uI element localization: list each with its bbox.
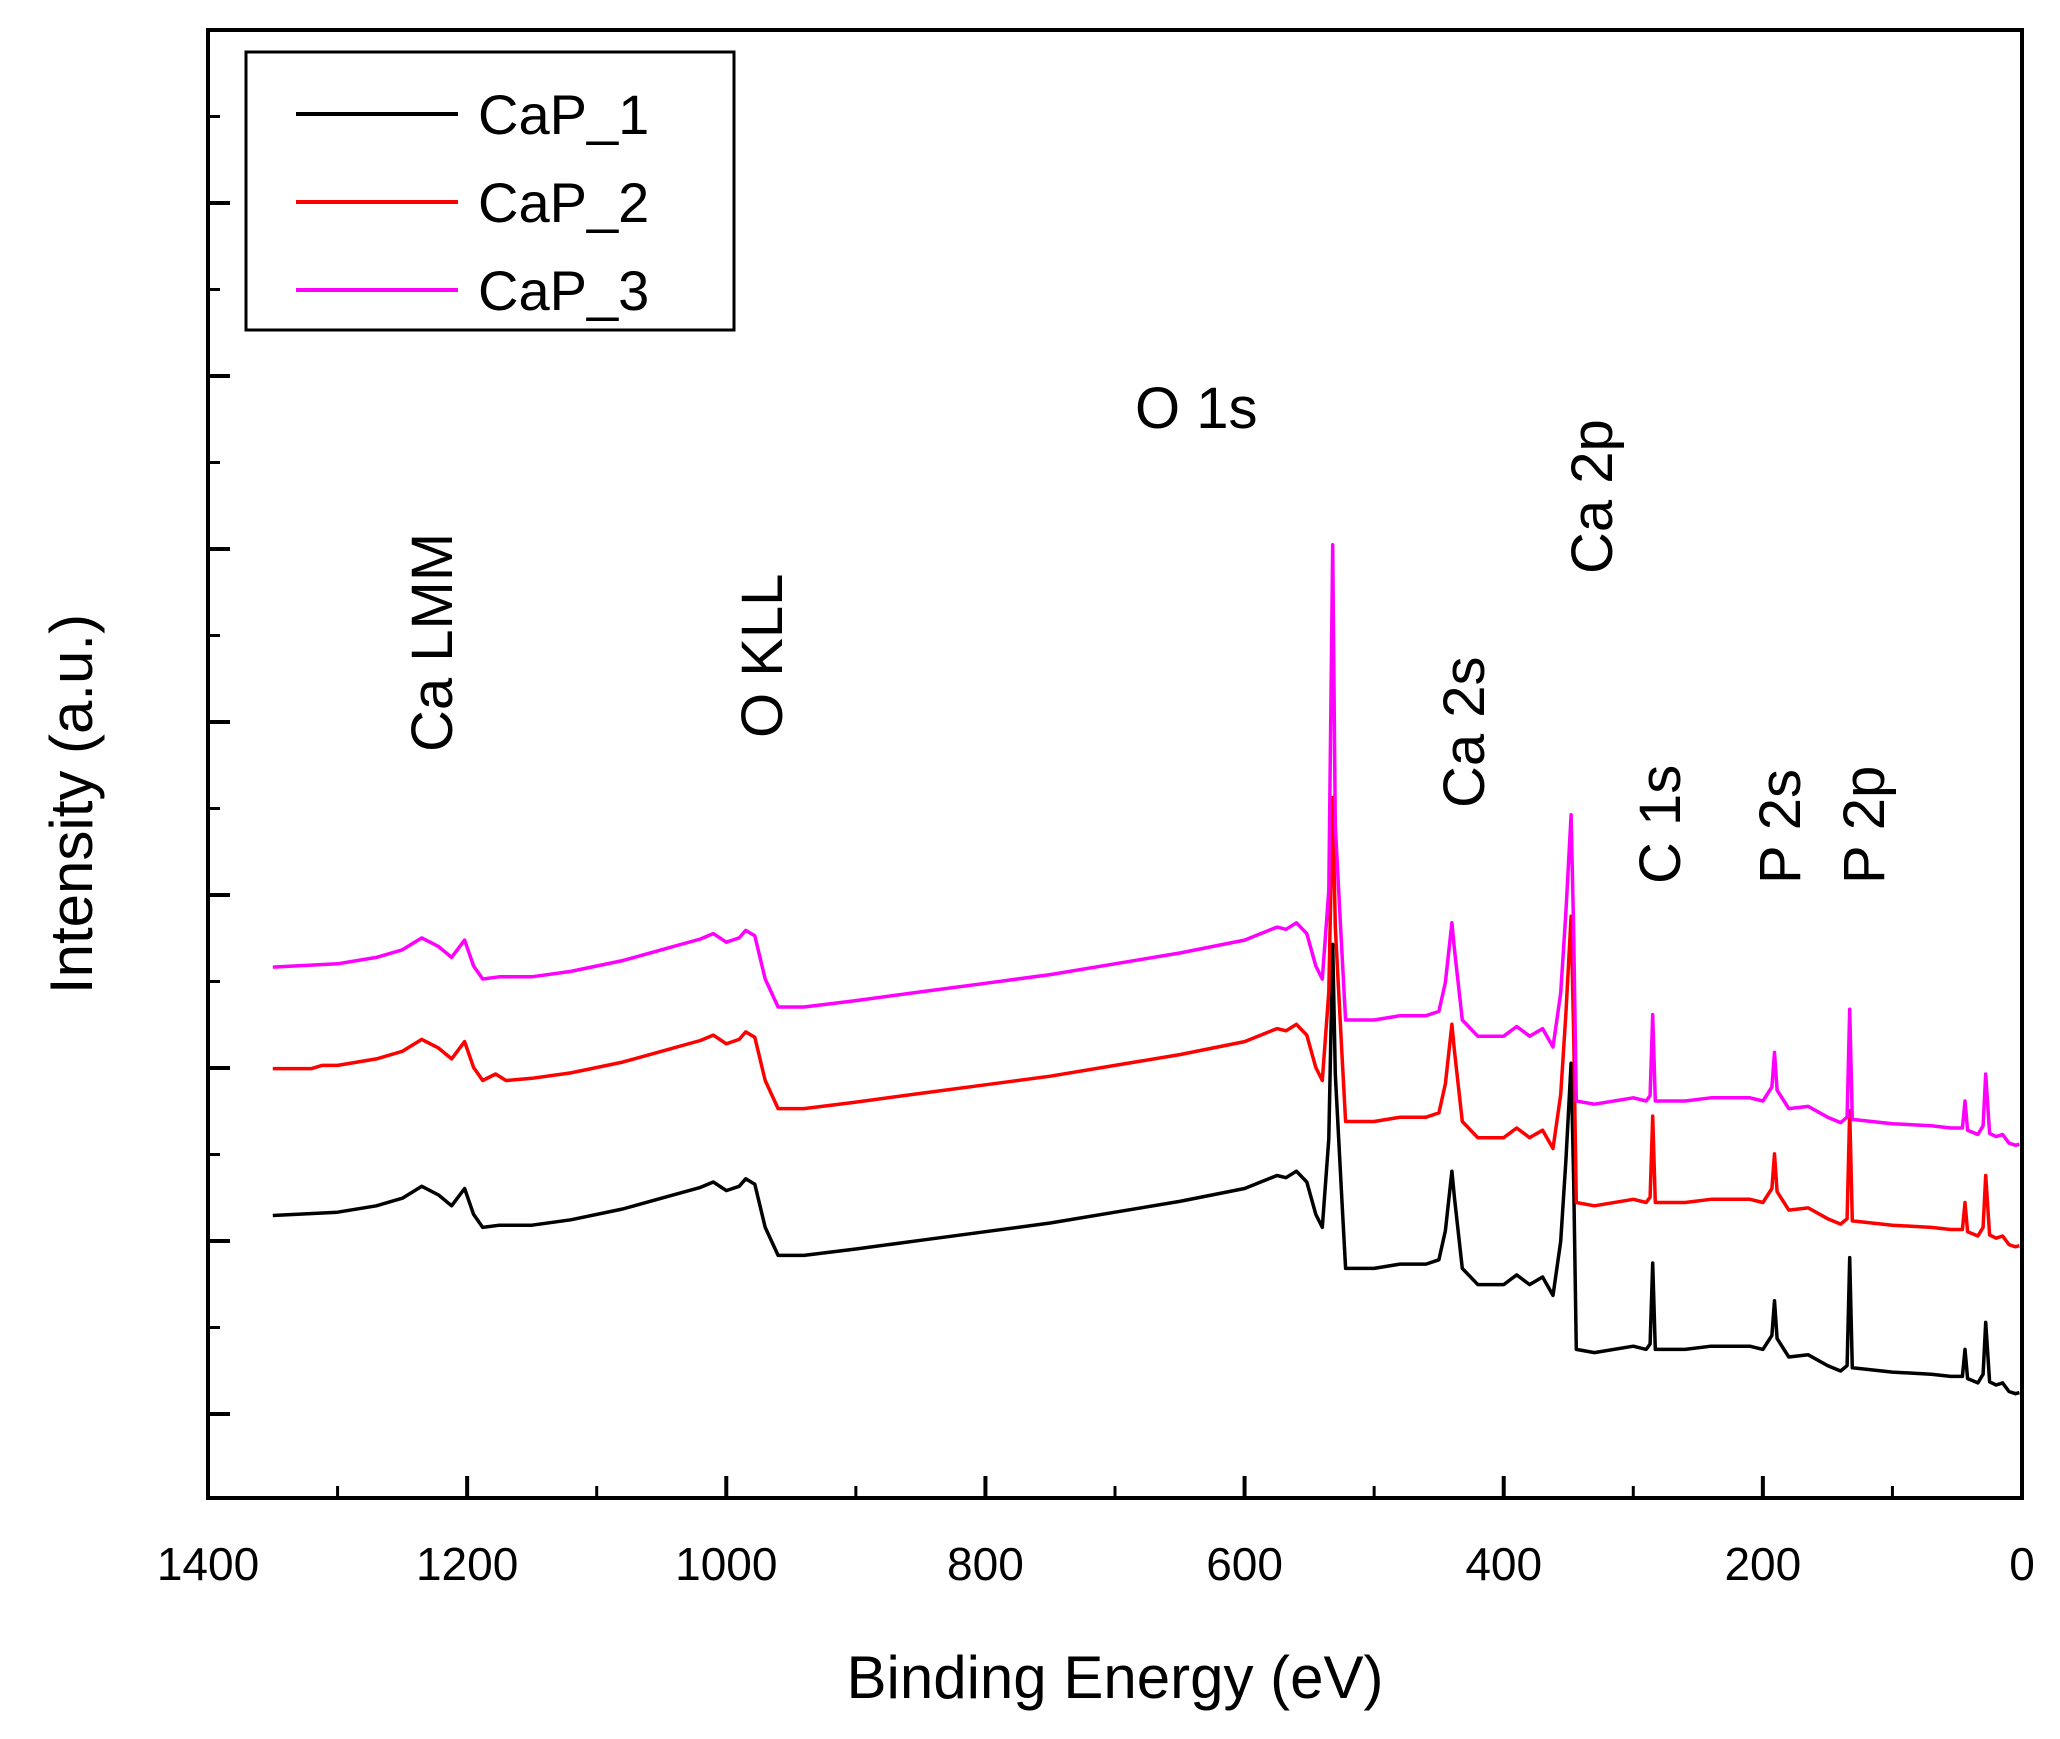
series-line-cap-3	[272, 543, 2020, 1148]
peak-label: Ca 2s	[1432, 656, 1497, 808]
x-tick-label: 1400	[157, 1538, 259, 1590]
peak-label: Ca LMM	[400, 533, 465, 752]
x-axis-title: Binding Energy (eV)	[847, 1644, 1384, 1711]
legend-box	[244, 50, 736, 332]
peak-label: Ca 2p	[1560, 419, 1625, 574]
peak-label: C 1s	[1628, 765, 1693, 884]
series-layer	[272, 543, 2020, 1396]
x-tick-label: 1200	[416, 1538, 518, 1590]
series-line-cap-1	[272, 942, 2020, 1396]
peak-annotations: Ca LMM O KLL O 1s Ca 2s Ca 2p C 1s P 2s P 2p	[400, 376, 1897, 884]
x-tick-label: 800	[947, 1538, 1024, 1590]
legend-entry-label: CaP_2	[478, 171, 649, 234]
peak-label: O 1s	[1135, 376, 1258, 441]
peak-label: P 2p	[1832, 766, 1897, 884]
y-axis-title: Intensity (a.u.)	[38, 614, 105, 994]
series-line-cap-2	[272, 795, 2020, 1249]
legend-entry-label: CaP_1	[478, 83, 649, 146]
peak-label: P 2s	[1748, 769, 1813, 884]
legend: CaP_1 CaP_2 CaP_3	[244, 50, 736, 332]
peak-label: O KLL	[730, 574, 795, 738]
legend-entry-label: CaP_3	[478, 259, 649, 322]
x-tick-label: 600	[1206, 1538, 1283, 1590]
x-tick-label: 200	[1724, 1538, 1801, 1590]
x-tick-label: 1000	[675, 1538, 777, 1590]
x-tick-label: 0	[2009, 1538, 2035, 1590]
ticks-layer: 1400 1200 1000 800 600 400 200 0	[157, 115, 2035, 1590]
x-tick-label: 400	[1465, 1538, 1542, 1590]
